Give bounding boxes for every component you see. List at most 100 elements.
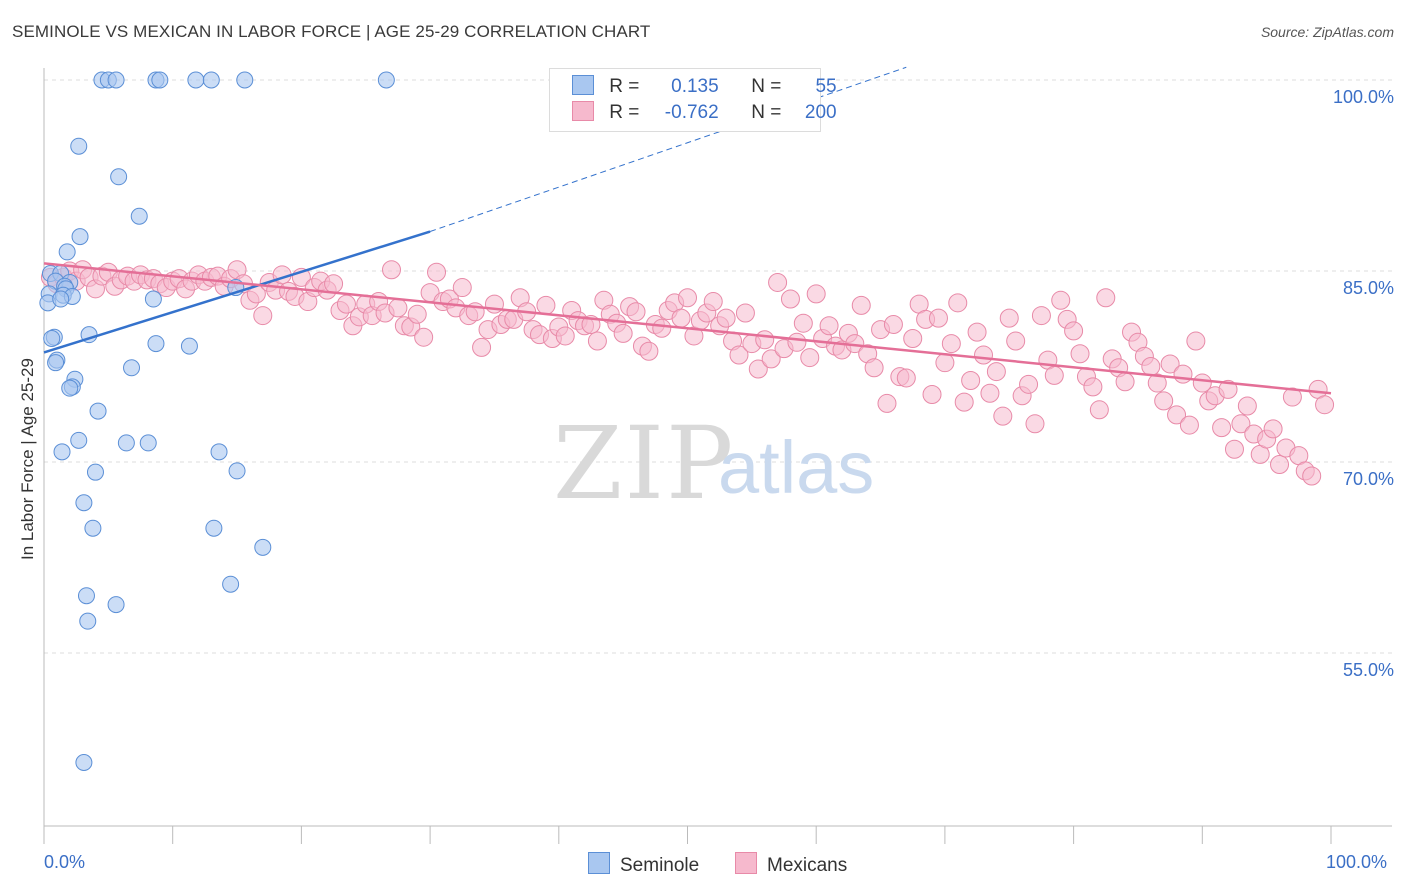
mexicans-point	[755, 330, 775, 350]
legend-r-label: R =	[609, 102, 640, 123]
mexicans-point	[1025, 414, 1045, 434]
seminole-point	[202, 71, 220, 89]
mexicans-point	[1231, 414, 1251, 434]
mexicans-point	[967, 322, 987, 342]
mexicans-point	[1044, 365, 1064, 385]
seminole-trend-line	[43, 230, 431, 354]
mexicans-point	[1031, 306, 1051, 326]
mexicans-point	[1154, 391, 1174, 411]
mexicans-point	[1070, 344, 1090, 364]
mexicans-point	[1315, 395, 1335, 415]
mexicans-point	[253, 306, 273, 326]
mexicans-point	[678, 288, 697, 308]
seminole-point	[139, 434, 157, 452]
source-label: Source: ZipAtlas.com	[1260, 24, 1394, 40]
mexicans-point	[922, 385, 942, 405]
mexicans-point	[626, 302, 646, 322]
seminole-point	[84, 519, 102, 537]
mexicans-point	[903, 328, 923, 348]
y-tick-label: 85.0%	[1342, 278, 1394, 298]
mexicans-point	[1147, 373, 1167, 393]
seminole-point	[75, 494, 93, 512]
gridlines	[44, 79, 1392, 654]
mexicans-point	[1173, 364, 1193, 384]
mexicans-point	[883, 314, 903, 334]
seminole-point	[144, 290, 162, 308]
axes	[43, 68, 1392, 844]
mexicans-point	[748, 359, 768, 379]
mexicans-point	[324, 274, 344, 294]
mexicans-point	[1096, 288, 1116, 308]
mexicans-point	[1141, 357, 1161, 376]
mexicans-point	[381, 260, 401, 280]
seminole-point	[117, 434, 135, 452]
seminole-point	[254, 538, 272, 556]
legend-row-seminole: R = 0.135 N = 55	[572, 75, 837, 101]
seminole-point	[61, 379, 79, 397]
mexicans-point	[735, 303, 755, 323]
mexicans-point	[1089, 400, 1109, 420]
mexicans-point	[954, 392, 974, 412]
mexicans-point	[864, 358, 884, 378]
legend-n-value: 55	[815, 76, 837, 97]
seminole-point	[53, 443, 71, 461]
seminole-point	[89, 402, 107, 420]
mexicans-point	[1115, 372, 1135, 392]
seminole-trend-extension	[429, 66, 907, 232]
seminole-point	[47, 354, 65, 372]
seminole-point	[52, 290, 70, 308]
mexicans-point	[1019, 374, 1039, 394]
legend-row-mexicans: R = -0.762 N = 200	[572, 101, 837, 127]
mexicans-point	[452, 278, 472, 298]
mexicans-point	[1083, 377, 1103, 397]
mexicans-point	[716, 308, 736, 328]
bottom-legend-seminole: Seminole	[588, 852, 699, 877]
seminole-point	[79, 612, 97, 630]
mexicans-point	[761, 349, 781, 369]
seminole-point	[75, 754, 93, 772]
mexicans-point	[896, 368, 916, 388]
mexicans-point	[928, 308, 948, 328]
seminole-point	[77, 587, 95, 605]
mexicans-point	[729, 345, 749, 365]
mexicans-point	[703, 292, 723, 312]
mexicans-point	[472, 337, 492, 357]
y-tick-label: 100.0%	[1332, 87, 1394, 107]
legend-n-label: N =	[751, 76, 782, 97]
legend-n-label: N =	[751, 102, 782, 123]
seminole-point	[210, 443, 228, 461]
legend-r-label: R =	[609, 76, 640, 97]
mexicans-point	[652, 318, 672, 338]
mexicans-point	[1212, 418, 1232, 438]
mexicans-point	[1302, 466, 1322, 486]
mexicans-point	[800, 348, 820, 368]
seminole-points	[39, 71, 395, 772]
mexicans-point	[787, 332, 807, 352]
seminole-point	[187, 71, 205, 89]
seminole-point	[86, 463, 104, 481]
mexicans-point	[613, 323, 633, 343]
seminole-point	[147, 335, 165, 353]
mexicans-point	[877, 393, 897, 413]
legend-n-value: 200	[804, 102, 837, 123]
x-tick-label-min: 0.0%	[44, 852, 86, 872]
chart-title: SEMINOLE VS MEXICAN IN LABOR FORCE | AGE…	[12, 22, 651, 41]
mexicans-point	[935, 353, 955, 373]
mexicans-point	[948, 293, 968, 313]
legend-r-value: 0.135	[671, 76, 719, 97]
mexicans-point	[819, 316, 839, 336]
seminole-point	[58, 243, 76, 261]
correlation-legend: R = 0.135 N = 55 R = -0.762 N = 200	[549, 68, 837, 132]
watermark-zip: ZIP	[553, 405, 736, 522]
mexicans-point	[961, 371, 981, 391]
mexicans-point	[793, 313, 813, 333]
mexicans-point	[806, 284, 826, 304]
mexicans-point	[980, 383, 1000, 403]
seminole-point	[180, 337, 198, 355]
y-axis-title: In Labor Force | Age 25-29	[18, 358, 37, 560]
mexicans-point	[780, 289, 800, 309]
seminole-point	[377, 71, 395, 89]
legend-r-value: -0.762	[664, 102, 719, 123]
seminole-swatch	[572, 75, 594, 95]
